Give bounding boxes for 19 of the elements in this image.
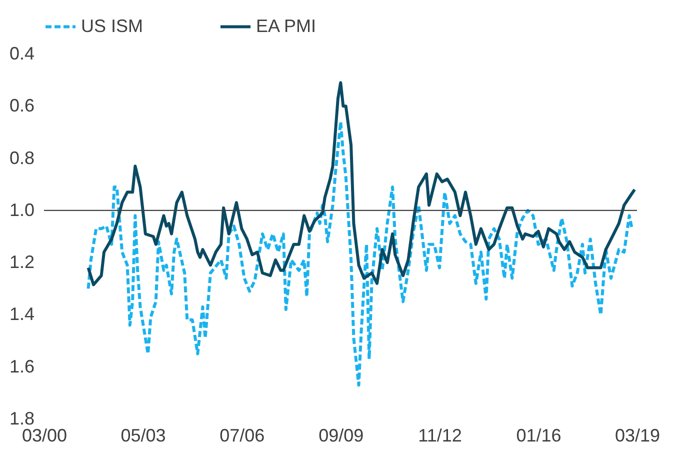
x-tick-label: 01/16	[516, 426, 562, 446]
x-tick-label: 09/09	[318, 426, 364, 446]
y-tick-label: 0.8	[9, 148, 34, 168]
y-tick-label: 1.0	[9, 200, 34, 220]
x-tick-label: 03/00	[22, 426, 68, 446]
line-series	[86, 120, 634, 387]
y-tick-label: 1.6	[9, 356, 34, 376]
y-tick-label: 1.8	[9, 408, 34, 428]
x-tick-label: 03/19	[614, 426, 660, 446]
y-tick-label: 1.2	[9, 252, 34, 272]
x-tick-label: 07/06	[220, 426, 265, 446]
x-tick-label: 05/03	[120, 426, 166, 446]
y-tick-label: 0.4	[9, 44, 34, 64]
legend-label: US ISM	[81, 16, 144, 36]
y-tick-label: 1.4	[9, 304, 34, 324]
y-tick-label: 0.6	[9, 96, 34, 116]
x-tick-label: 11/12	[418, 426, 462, 446]
line-series	[86, 81, 636, 286]
legend-label: EA PMI	[256, 16, 316, 36]
